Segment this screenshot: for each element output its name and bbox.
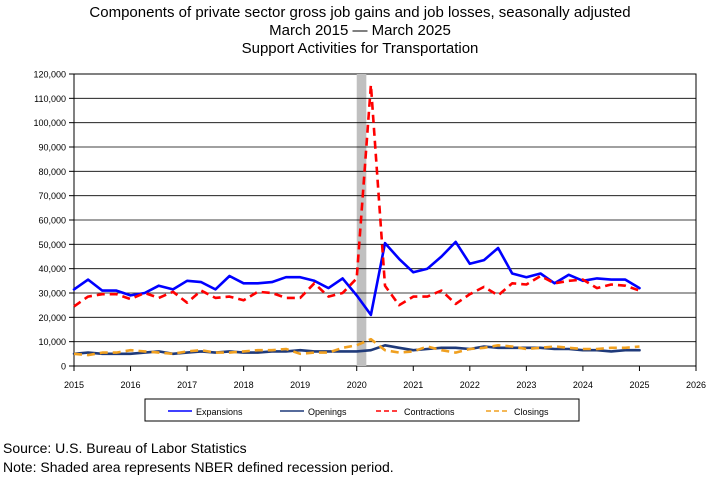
- y-tick-label: 60,000: [38, 216, 66, 226]
- y-tick-label: 10,000: [38, 337, 66, 347]
- x-tick-label: 2025: [629, 380, 649, 390]
- y-tick-label: 100,000: [33, 118, 66, 128]
- x-tick-label: 2018: [234, 380, 254, 390]
- chart-title-block: Components of private sector gross job g…: [0, 4, 720, 58]
- recession-note: Note: Shaded area represents NBER define…: [3, 459, 394, 475]
- legend-label-expansions: Expansions: [196, 407, 243, 417]
- source-note: Source: U.S. Bureau of Labor Statistics: [3, 440, 247, 456]
- legend-label-openings: Openings: [308, 407, 347, 417]
- series-line-contractions: [73, 83, 640, 308]
- x-tick-label: 2021: [403, 380, 423, 390]
- x-tick-label: 2023: [516, 380, 536, 390]
- y-tick-label: 20,000: [38, 313, 66, 323]
- chart-subtitle-dates: March 2015 — March 2025: [269, 22, 451, 39]
- x-tick-label: 2022: [460, 380, 480, 390]
- x-tick-label: 2015: [64, 380, 84, 390]
- x-tick-label: 2020: [347, 380, 367, 390]
- y-tick-label: 80,000: [38, 167, 66, 177]
- legend-label-contractions: Contractions: [404, 407, 455, 417]
- legend: [144, 398, 580, 422]
- x-tick-label: 2026: [686, 380, 706, 390]
- legend-label-closings: Closings: [514, 407, 549, 417]
- y-tick-label: 120,000: [33, 70, 66, 80]
- series-line-expansions: [72, 240, 641, 317]
- y-tick-label: 70,000: [38, 191, 66, 201]
- chart-title: Components of private sector gross job g…: [89, 4, 631, 21]
- series-line-closings: [73, 337, 640, 357]
- x-tick-label: 2024: [573, 380, 593, 390]
- x-tick-label: 2017: [177, 380, 197, 390]
- y-tick-label: 30,000: [38, 289, 66, 299]
- x-tick-label: 2019: [290, 380, 310, 390]
- y-tick-label: 90,000: [38, 143, 66, 153]
- y-tick-label: 50,000: [38, 240, 66, 250]
- chart-subtitle-industry: Support Activities for Transportation: [241, 40, 479, 57]
- y-tick-label: 110,000: [34, 94, 66, 104]
- y-tick-label: 40,000: [38, 264, 66, 274]
- x-tick-label: 2016: [121, 380, 141, 390]
- y-tick-label: 0: [61, 362, 66, 372]
